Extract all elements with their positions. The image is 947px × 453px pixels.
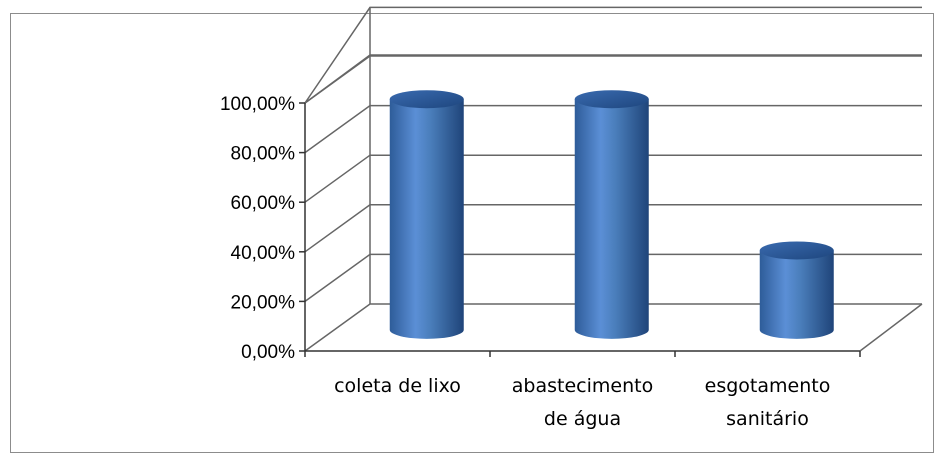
x-category-label: abastecimento de água	[512, 375, 653, 430]
y-tick-label: 20,00%	[231, 292, 296, 313]
bar-top	[574, 90, 649, 109]
bar-top	[759, 241, 834, 260]
x-category-label: coleta de lixo	[334, 375, 461, 397]
bar-body	[389, 99, 464, 339]
bar	[574, 90, 649, 339]
bar-top	[389, 90, 464, 109]
y-tick-label: 100,00%	[220, 94, 295, 115]
y-tick-label: 40,00%	[231, 243, 296, 264]
bar-body	[574, 99, 649, 339]
bar-chart: 0,00% 20,00% 40,00% 60,00% 80,00% 100,00% cole…	[220, 6, 923, 430]
labels: 0,00% 20,00% 40,00% 60,00% 80,00% 100,00% cole…	[220, 94, 830, 430]
bars	[389, 90, 834, 339]
y-tick-label: 60,00%	[231, 193, 296, 214]
bar	[389, 90, 464, 339]
floor-right-edge	[859, 303, 923, 352]
chart-frame	[10, 13, 934, 453]
y-tick-label: 80,00%	[231, 144, 296, 165]
y-tick-label: 0,00%	[241, 342, 295, 363]
x-category-label: esgotamento sanitário	[705, 375, 831, 430]
gridlines	[304, 6, 922, 352]
bar-body	[759, 250, 834, 339]
axes	[299, 102, 923, 357]
bar	[759, 241, 834, 339]
